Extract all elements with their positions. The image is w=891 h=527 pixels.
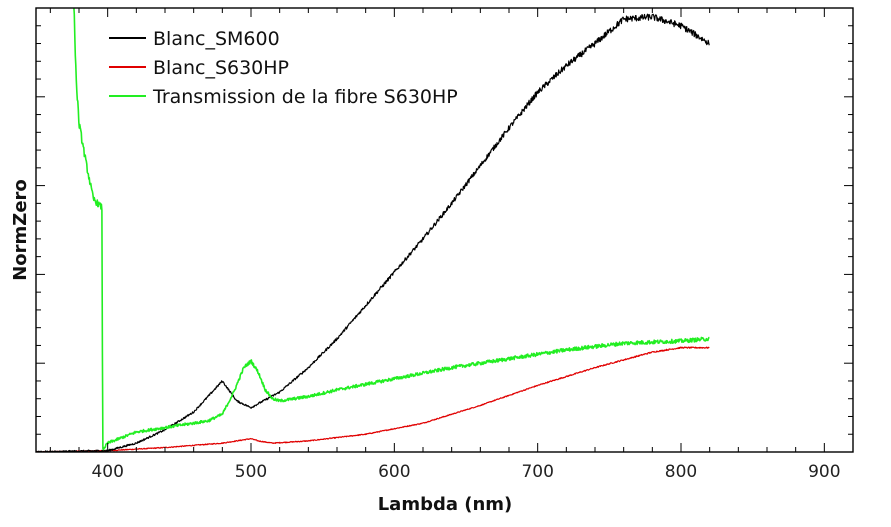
series-line-0 [36, 13, 710, 452]
plot-frame [35, 7, 854, 453]
legend-label: Transmission de la fibre S630HP [152, 86, 458, 108]
ticks-layer: 400 500 600 700 800 900 [36, 7, 853, 482]
series-line-2 [73, 8, 710, 451]
series-layer [36, 8, 710, 452]
legend-label: Blanc_SM600 [153, 28, 280, 50]
x-tick-label: 500 [235, 462, 267, 482]
legend: Blanc_SM600 Blanc_S630HP Transmission de l… [109, 28, 458, 108]
x-tick-label: 400 [91, 462, 123, 482]
x-tick-label: 800 [665, 462, 697, 482]
y-axis-title: NormZero [10, 179, 31, 281]
x-tick-label: 700 [521, 462, 553, 482]
series-line-1 [36, 346, 710, 452]
x-tick-label: 900 [808, 462, 840, 482]
legend-label: Blanc_S630HP [153, 57, 289, 79]
x-axis-title: Lambda (nm) [378, 494, 513, 515]
x-tick-label: 600 [378, 462, 410, 482]
